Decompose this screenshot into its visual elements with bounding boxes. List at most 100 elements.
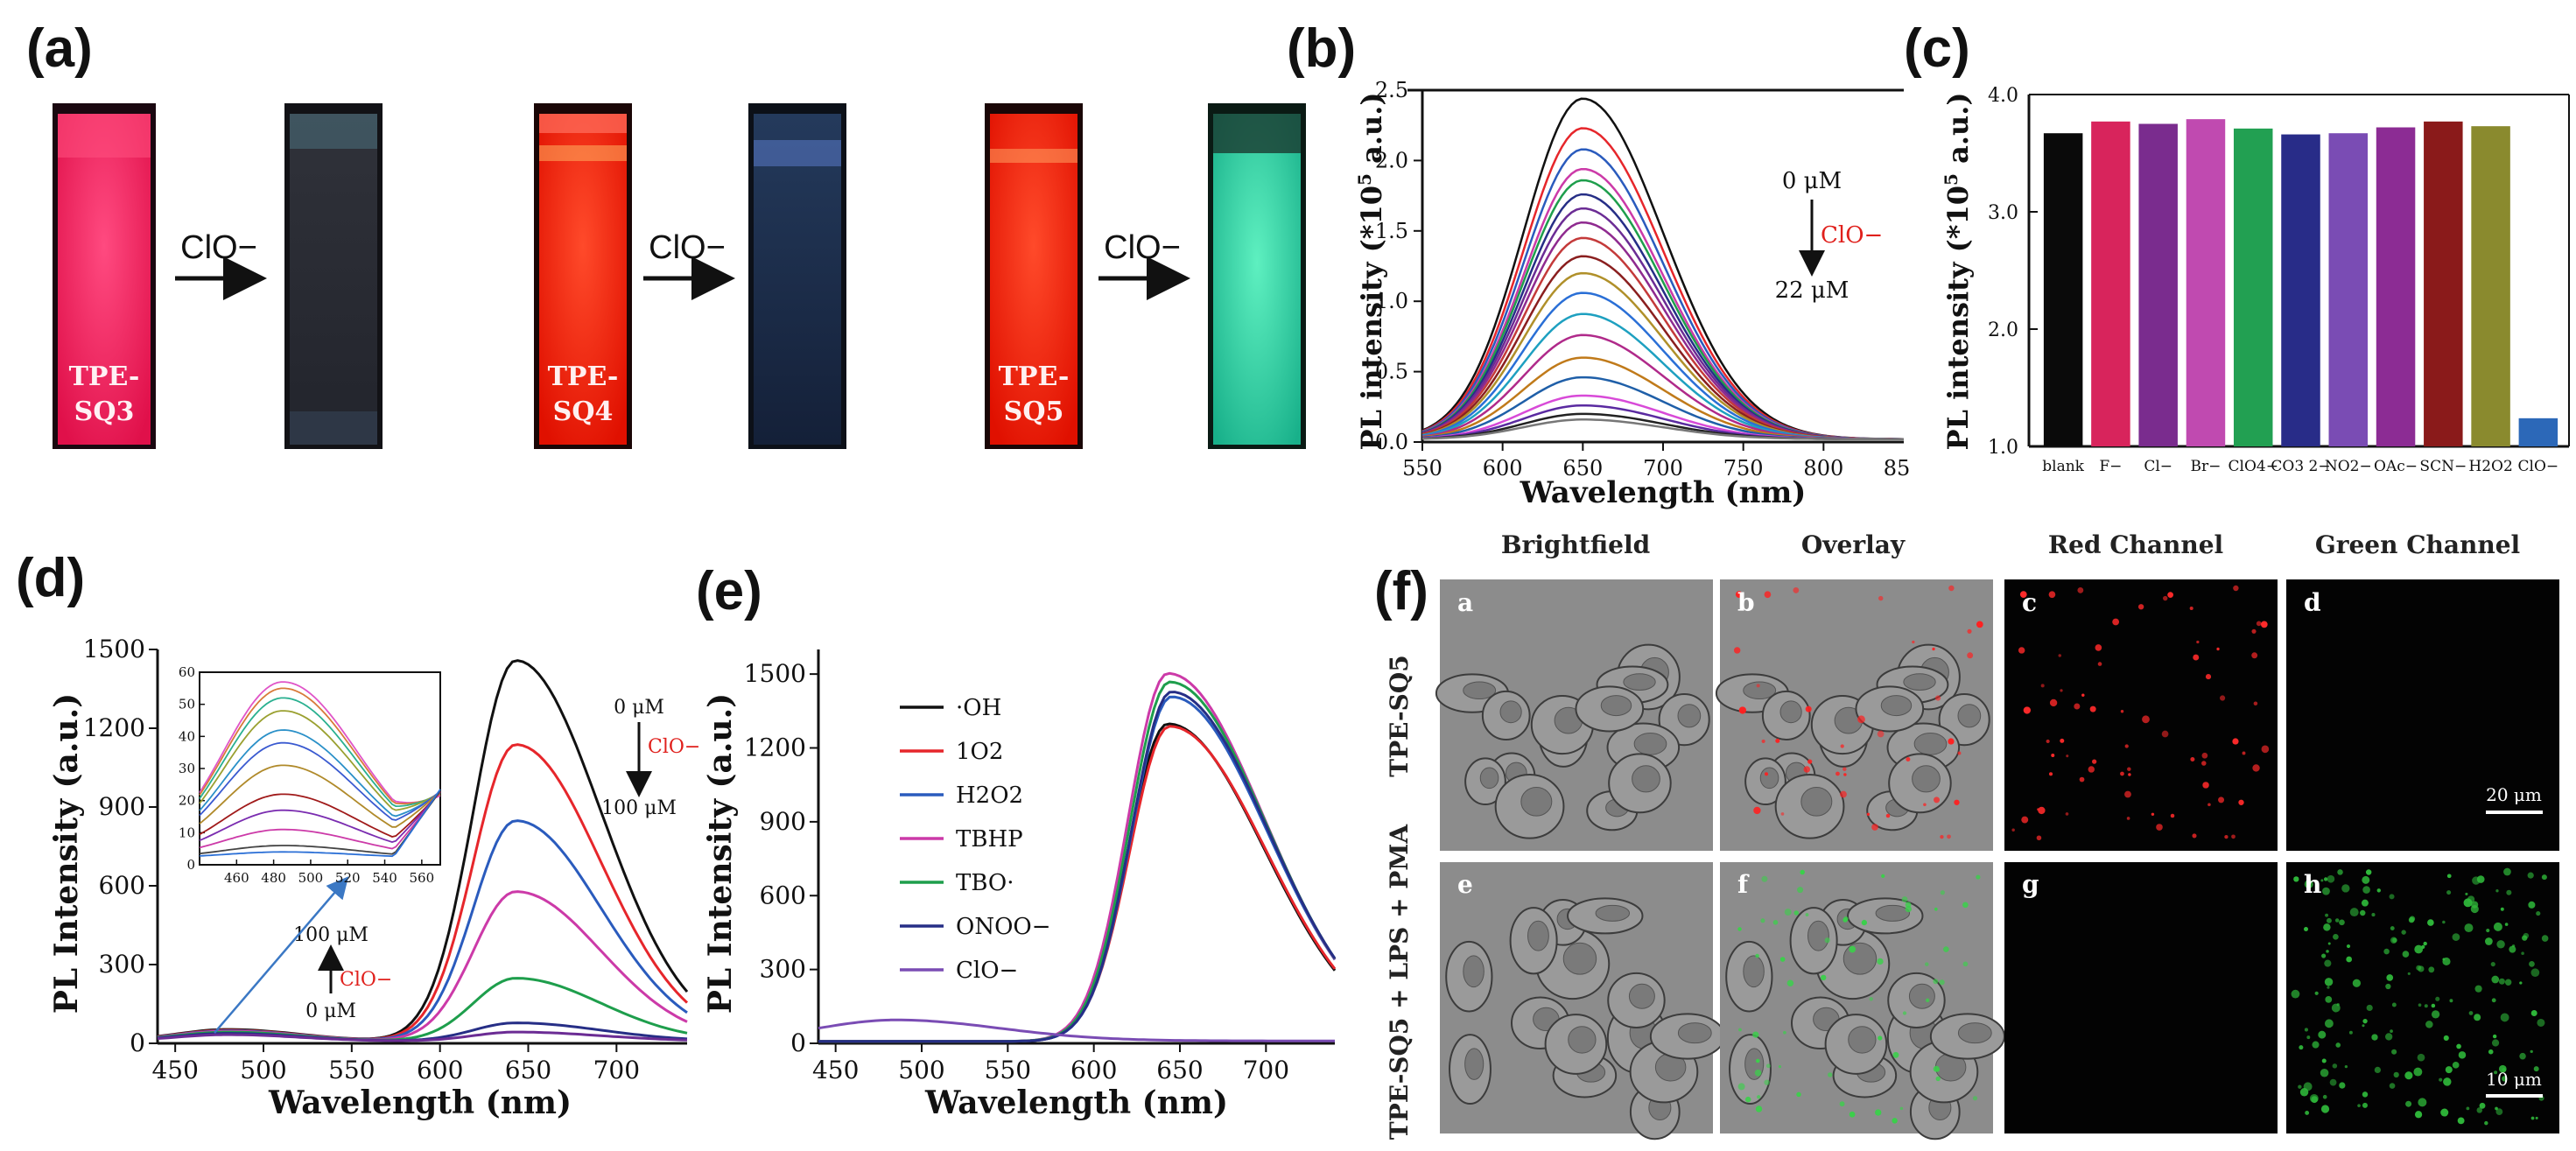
- arrow-label: ClO−: [1104, 229, 1181, 266]
- fluorescence-spot: [2058, 654, 2061, 657]
- fluorescence-spot: [2325, 913, 2329, 917]
- fluorescence-spot: [2495, 889, 2499, 893]
- fluorescence-spot: [1967, 652, 1974, 659]
- legend-label: TBHP: [956, 826, 1023, 853]
- fluorescence-spot: [2077, 586, 2084, 593]
- fluorescence-spot: [1957, 751, 1962, 755]
- fluorescence-spot: [2484, 1120, 2488, 1126]
- fluorescence-spot: [1840, 744, 1844, 748]
- row-label-tpe-sq5-lps-pma: TPE-SQ5 + LPS + PMA: [1385, 824, 1414, 1140]
- fluorescence-spot: [2498, 978, 2505, 985]
- fluorescence-spot: [2339, 1082, 2346, 1089]
- legend-label: TBO·: [956, 870, 1014, 896]
- legend-label: ClO−: [956, 958, 1018, 984]
- fluorescence-spot: [1775, 738, 1780, 743]
- fluorescence-spot: [2312, 1041, 2320, 1049]
- fluorescence-spot: [2320, 1105, 2330, 1113]
- cuvette-label-line1: TPE-: [69, 361, 140, 392]
- fluorescence-spot: [1905, 905, 1912, 913]
- chart-b-xtick-label: 650: [1562, 456, 1603, 481]
- chart-d-ytick-label: 0: [130, 1028, 145, 1057]
- fluorescence-spot: [2446, 874, 2452, 879]
- cell-nucleus: [1520, 786, 1553, 817]
- chart-e-ylabel: PL Intensity (a.u.): [702, 693, 739, 1014]
- fluorescence-spot: [2504, 923, 2509, 926]
- fluorescence-spot: [2443, 1035, 2449, 1042]
- cell-nucleus: [1807, 920, 1829, 951]
- fluorescence-spot: [1899, 1106, 1904, 1111]
- cell-nucleus: [1464, 1048, 1485, 1080]
- column-header-red-channel: Red Channel: [2048, 530, 2223, 559]
- fluorescence-spot: [1772, 919, 1779, 925]
- fluorescence-spot: [2293, 876, 2299, 882]
- inset-series-line: [199, 681, 441, 804]
- cuvette-tpe-sq3-before: TPE- SQ3: [53, 103, 156, 449]
- chart-b-xtick-label: 750: [1723, 456, 1764, 481]
- fluorescence-spot: [1757, 1095, 1761, 1099]
- chart-c-category-label: ClO4−: [2229, 458, 2278, 475]
- fluorescence-spot: [2495, 1106, 2498, 1111]
- legend-label: 1O2: [956, 739, 1003, 765]
- fluorescence-spot: [1906, 756, 1911, 761]
- inset-ytick-label: 40: [179, 728, 195, 744]
- fluorescence-spot: [1755, 953, 1759, 958]
- fluorescence-spot: [1779, 957, 1786, 962]
- fluorescence-spot: [2089, 705, 2096, 712]
- fluorescence-spot: [1752, 1031, 1759, 1038]
- chart-d-ytick-label: 1200: [83, 713, 145, 742]
- cell-nucleus: [1957, 1022, 1992, 1044]
- fluorescence-spot: [2320, 1068, 2329, 1077]
- chart-d-ytick-label: 600: [99, 871, 145, 900]
- chart-e-series-line: [818, 691, 1337, 1043]
- sublabel-h: h: [2304, 870, 2321, 899]
- chart-e-ytick-label: 0: [790, 1028, 806, 1057]
- fluorescence-spot: [2327, 874, 2335, 883]
- scale-bar-1-label: 20 μm: [2486, 784, 2542, 805]
- micrograph-overlay-1: b: [1715, 579, 1993, 851]
- chart-e-xtick-label: 600: [1070, 1056, 1117, 1084]
- fluorescence-spot: [2530, 1049, 2533, 1053]
- fluorescence-spot: [2337, 869, 2343, 875]
- fluorescence-spot: [2474, 1014, 2481, 1021]
- fluorescence-spot: [2324, 1019, 2334, 1028]
- fluorescence-spot: [2142, 715, 2150, 724]
- fluorescence-spot: [2371, 913, 2376, 917]
- fluorescence-spot: [2357, 1104, 2361, 1107]
- chart-c-bar: [2328, 133, 2369, 446]
- fluorescence-spot: [2362, 875, 2370, 884]
- fluorescence-spot: [2048, 772, 2053, 776]
- fluorescence-spot: [1793, 910, 1799, 916]
- fluorescence-spot: [2362, 1102, 2368, 1108]
- fluorescence-spot: [2528, 901, 2536, 909]
- column-header-green-channel: Green Channel: [2315, 530, 2520, 559]
- fluorescence-spot: [1926, 998, 1930, 1002]
- fluorescence-spot: [2492, 1034, 2497, 1039]
- chart-c-bar: [2376, 127, 2416, 446]
- fluorescence-spot: [2038, 806, 2046, 815]
- fluorescence-spot: [2128, 773, 2131, 776]
- cell-nucleus: [1743, 681, 1777, 700]
- fluorescence-spot: [2306, 1035, 2311, 1040]
- fluorescence-spot: [2361, 899, 2369, 907]
- fluorescence-spot: [2414, 1111, 2423, 1119]
- fluorescence-spot: [2251, 652, 2258, 659]
- chart-c-ytick-label: 1.0: [1988, 437, 2018, 459]
- fluorescence-spot: [2529, 960, 2535, 967]
- sublabel-g: g: [2022, 870, 2039, 899]
- fluorescence-spot: [2503, 867, 2511, 876]
- fluorescence-spot: [1881, 874, 1885, 878]
- chart-b-series-line: [1421, 404, 1904, 441]
- fluorescence-spot: [2298, 1084, 2302, 1089]
- fluorescence-spot: [2051, 753, 2055, 757]
- fluorescence-spot: [1935, 1076, 1941, 1082]
- fluorescence-spot: [2314, 991, 2319, 995]
- fluorescence-spot: [2418, 1003, 2422, 1007]
- fluorescence-spot: [2224, 834, 2229, 839]
- column-header-overlay: Overlay: [1801, 530, 1906, 559]
- fluorescence-spot: [2519, 981, 2523, 985]
- inset-xtick-label: 500: [298, 870, 324, 886]
- chart-b-xtick-label: 550: [1402, 456, 1442, 481]
- fluorescence-spot: [2506, 889, 2512, 895]
- chart-e-ytick-label: 900: [760, 807, 806, 836]
- fluorescence-spot: [2541, 935, 2549, 942]
